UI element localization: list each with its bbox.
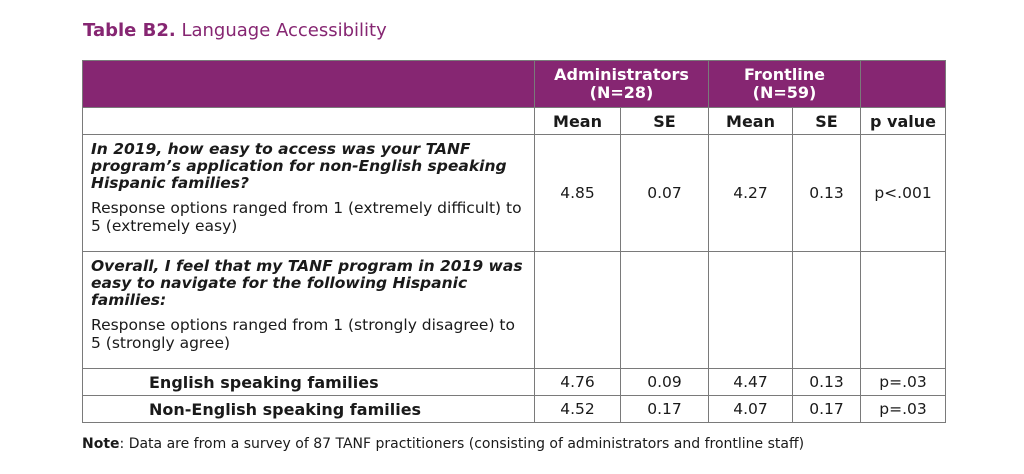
group-name: Frontline: [743, 65, 826, 84]
group-header-administrators: Administrators (N=28): [534, 60, 709, 108]
question-text: In 2019, how easy to access was your TAN…: [91, 140, 507, 192]
caption-label: Table B2.: [83, 20, 176, 41]
table-cell: 4.27: [708, 134, 793, 252]
table-row: Overall, I feel that my TANF program in …: [82, 251, 947, 369]
column-header: p value: [860, 107, 947, 135]
table-cell: 0.07: [620, 134, 709, 252]
group-count: (N=28): [589, 83, 654, 102]
question-text: Overall, I feel that my TANF program in …: [91, 257, 523, 309]
group-header-frontline: Frontline (N=59): [707, 60, 862, 108]
response-options-text: Response options ranged from 1 (strongly…: [91, 316, 515, 352]
column-header: SE: [620, 107, 709, 135]
table-caption: Table B2. Language Accessibility: [83, 20, 387, 41]
results-table: Administrators (N=28) Frontline (N=59) M…: [82, 60, 947, 423]
table-cell: 4.85: [534, 134, 621, 252]
row-label: English speaking families: [82, 368, 535, 396]
column-header-blank: [82, 107, 535, 135]
table-cell: 4.52: [534, 395, 621, 423]
footnote-label: Note: [82, 436, 120, 452]
column-header-row: Mean SE Mean SE p value: [82, 107, 947, 135]
table-cell: 4.76: [534, 368, 621, 396]
table-cell: [860, 251, 947, 369]
response-options-text: Response options ranged from 1 (extremel…: [91, 199, 522, 235]
footnote-text: : Data are from a survey of 87 TANF prac…: [119, 436, 805, 452]
group-name: Administrators: [554, 65, 689, 84]
table-cell: p=.03: [860, 368, 947, 396]
header-blank-cell: [82, 60, 535, 108]
row-label: Non-English speaking families: [82, 395, 535, 423]
table-cell: [620, 251, 709, 369]
table-cell: 4.07: [708, 395, 793, 423]
column-header: SE: [791, 107, 862, 135]
column-header: Mean: [534, 107, 621, 135]
column-header: Mean: [708, 107, 793, 135]
table-cell: [708, 251, 793, 369]
group-count: (N=59): [752, 83, 817, 102]
table-row: English speaking families 4.76 0.09 4.47…: [82, 368, 947, 396]
table-cell: 0.13: [791, 134, 862, 252]
group-header-row: Administrators (N=28) Frontline (N=59): [82, 60, 947, 108]
table-cell: p=.03: [860, 395, 947, 423]
question-cell: In 2019, how easy to access was your TAN…: [82, 134, 535, 252]
table-cell: 0.17: [620, 395, 709, 423]
table-row: In 2019, how easy to access was your TAN…: [82, 134, 947, 252]
table-cell: 0.13: [791, 368, 862, 396]
table-cell: 0.09: [620, 368, 709, 396]
table-cell: [791, 251, 862, 369]
table-cell: 0.17: [791, 395, 862, 423]
header-blank-cell: [860, 60, 947, 108]
caption-title: Language Accessibility: [181, 20, 387, 41]
table-cell: p<.001: [860, 134, 947, 252]
table-cell: [534, 251, 621, 369]
table-footnote: Note: Data are from a survey of 87 TANF …: [82, 436, 804, 452]
table-row: Non-English speaking families 4.52 0.17 …: [82, 395, 947, 423]
table-cell: 4.47: [708, 368, 793, 396]
question-cell: Overall, I feel that my TANF program in …: [82, 251, 535, 369]
